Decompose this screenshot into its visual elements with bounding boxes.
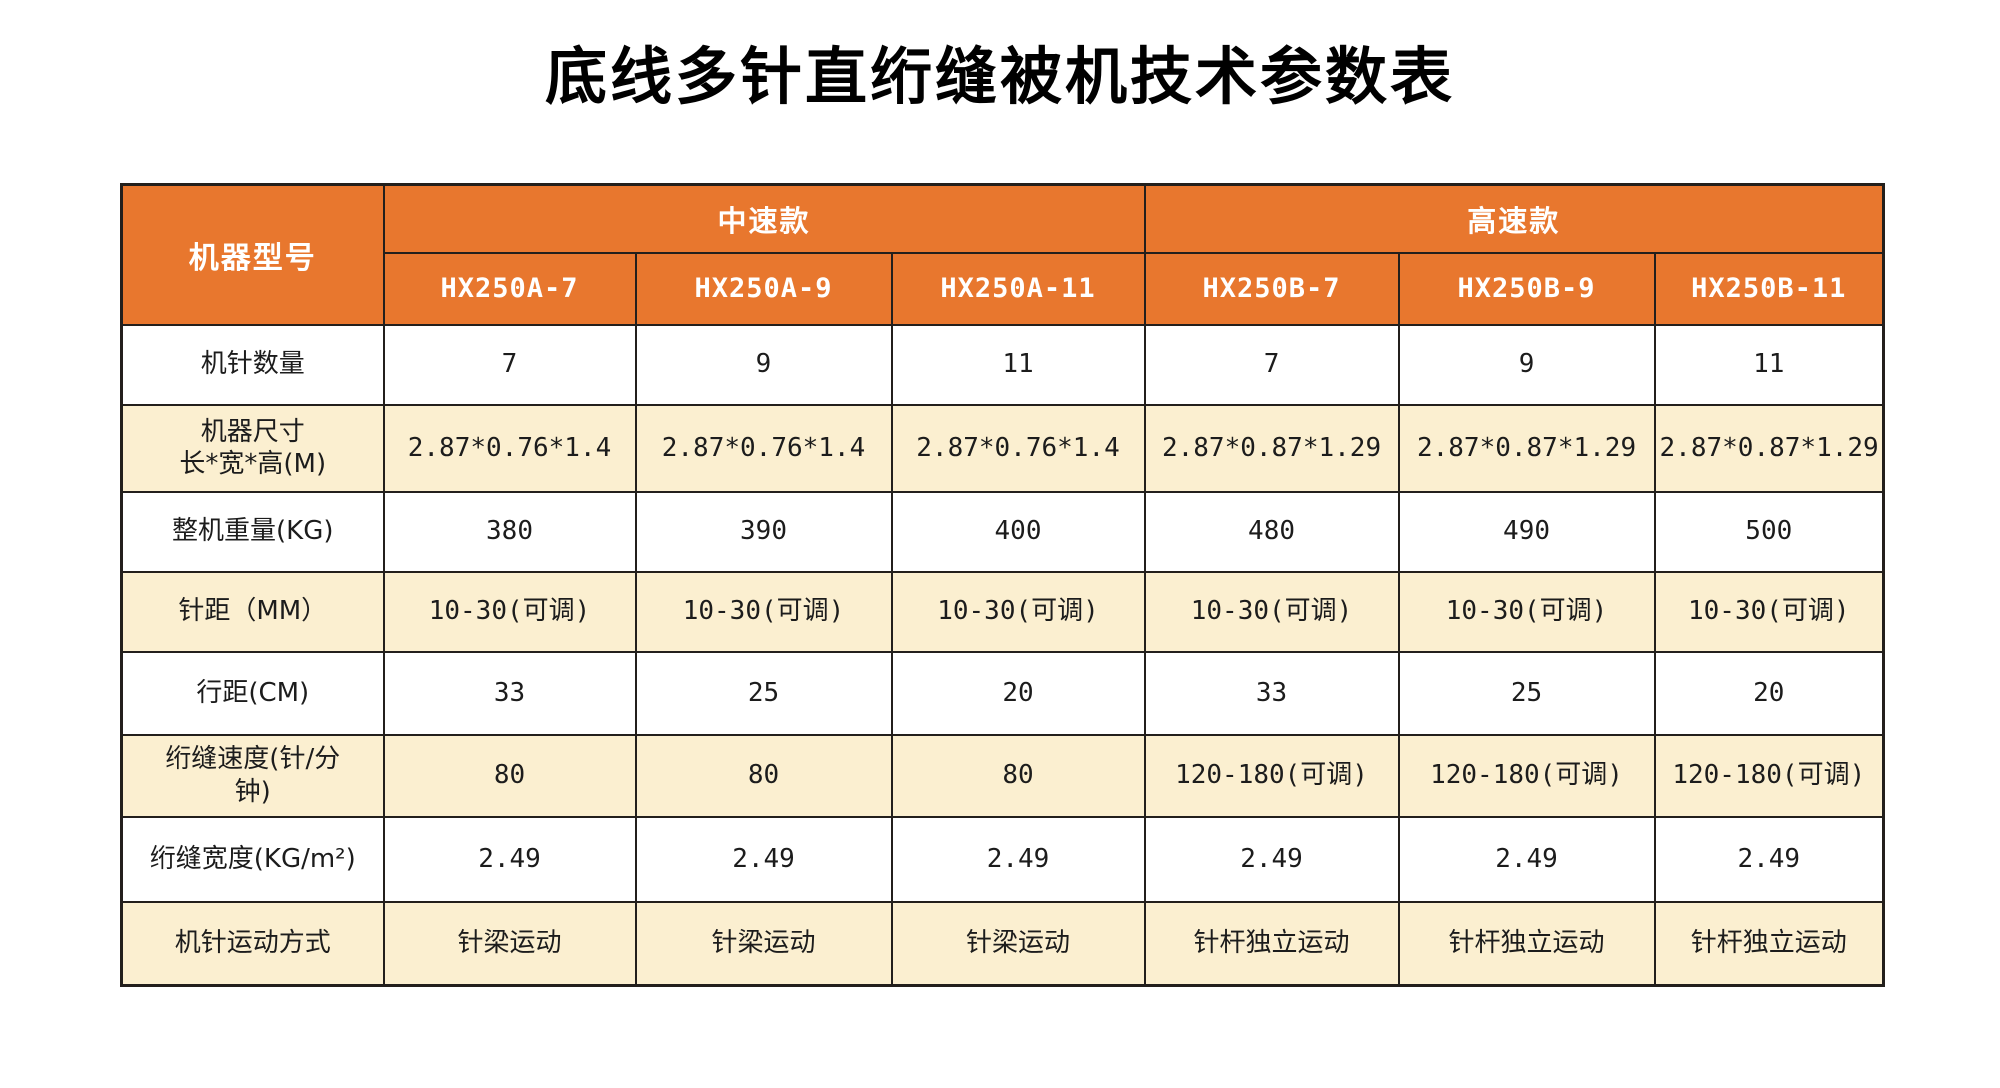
model-header-hx250a-11: HX250A-11	[890, 251, 1146, 326]
model-header-hx250a-9: HX250A-9	[634, 251, 893, 326]
cell-quilting-speed-hx250b-9: 120-180(可调)	[1397, 733, 1656, 818]
header-group-row: 机器型号 中速款 高速款	[120, 183, 1885, 326]
cell-quilting-speed-hx250b-7: 120-180(可调)	[1143, 733, 1400, 818]
cell-machine-size-hx250a-11: 2.87*0.76*1.4	[890, 403, 1146, 493]
cell-needle-pitch-hx250b-7: 10-30(可调)	[1143, 570, 1400, 653]
cell-machine-size-hx250b-11: 2.87*0.87*1.29	[1653, 403, 1885, 493]
row-label-quilting-width: 绗缝宽度(KG/m²)	[120, 815, 385, 903]
cell-needle-motion-hx250a-11: 针梁运动	[890, 900, 1146, 987]
cell-quilting-width-hx250b-7: 2.49	[1143, 815, 1400, 903]
model-header-hx250b-9: HX250B-9	[1397, 251, 1656, 326]
table-row-needle-motion: 机针运动方式 针梁运动 针梁运动 针梁运动 针杆独立运动 针杆独立运动 针杆独立…	[120, 900, 1885, 987]
cell-machine-size-hx250b-7: 2.87*0.87*1.29	[1143, 403, 1400, 493]
cell-quilting-width-hx250a-9: 2.49	[634, 815, 893, 903]
cell-needle-count-hx250a-9: 9	[634, 323, 893, 406]
row-label-quilting-speed: 绗缝速度(针/分 钟)	[120, 733, 385, 818]
table-row-quilting-width: 绗缝宽度(KG/m²) 2.49 2.49 2.49 2.49 2.49 2.4…	[120, 815, 1885, 903]
cell-row-spacing-hx250a-11: 20	[890, 650, 1146, 736]
cell-needle-motion-hx250a-7: 针梁运动	[382, 900, 637, 987]
cell-quilting-speed-hx250a-9: 80	[634, 733, 893, 818]
table-row-needle-pitch: 针距（MM） 10-30(可调) 10-30(可调) 10-30(可调) 10-…	[120, 570, 1885, 653]
cell-machine-weight-hx250b-11: 500	[1653, 490, 1885, 573]
table-row-row-spacing: 行距(CM) 33 25 20 33 25 20	[120, 650, 1885, 736]
cell-quilting-width-hx250b-11: 2.49	[1653, 815, 1885, 903]
cell-machine-size-hx250b-9: 2.87*0.87*1.29	[1397, 403, 1656, 493]
cell-machine-weight-hx250a-7: 380	[382, 490, 637, 573]
cell-quilting-speed-hx250a-7: 80	[382, 733, 637, 818]
header-model-row: HX250A-7 HX250A-9 HX250A-11 HX250B-7 HX2…	[122, 251, 1885, 326]
table-row-quilting-speed: 绗缝速度(针/分 钟) 80 80 80 120-180(可调) 120-180…	[120, 733, 1885, 818]
model-header-hx250a-7: HX250A-7	[382, 251, 637, 326]
cell-row-spacing-hx250b-7: 33	[1143, 650, 1400, 736]
cell-machine-size-hx250a-9: 2.87*0.76*1.4	[634, 403, 893, 493]
model-header-hx250b-7: HX250B-7	[1143, 251, 1400, 326]
row-label-machine-size: 机器尺寸 长*宽*高(M)	[120, 403, 385, 493]
model-header-hx250b-11: HX250B-11	[1653, 251, 1885, 326]
group-header-medium-speed: 中速款	[382, 183, 1146, 254]
cell-needle-motion-hx250a-9: 针梁运动	[634, 900, 893, 987]
table-row-needle-count: 机针数量 7 9 11 7 9 11	[120, 323, 1885, 406]
cell-machine-weight-hx250b-9: 490	[1397, 490, 1656, 573]
cell-machine-size-hx250a-7: 2.87*0.76*1.4	[382, 403, 637, 493]
cell-needle-pitch-hx250b-9: 10-30(可调)	[1397, 570, 1656, 653]
cell-needle-pitch-hx250a-11: 10-30(可调)	[890, 570, 1146, 653]
cell-quilting-width-hx250b-9: 2.49	[1397, 815, 1656, 903]
cell-needle-motion-hx250b-9: 针杆独立运动	[1397, 900, 1656, 987]
cell-row-spacing-hx250b-11: 20	[1653, 650, 1885, 736]
cell-needle-pitch-hx250a-9: 10-30(可调)	[634, 570, 893, 653]
cell-machine-weight-hx250a-11: 400	[890, 490, 1146, 573]
corner-header-machine-model: 机器型号	[120, 183, 385, 326]
cell-needle-count-hx250a-7: 7	[382, 323, 637, 406]
row-label-needle-pitch: 针距（MM）	[120, 570, 385, 653]
cell-needle-motion-hx250b-11: 针杆独立运动	[1653, 900, 1885, 987]
cell-row-spacing-hx250a-9: 25	[634, 650, 893, 736]
cell-row-spacing-hx250a-7: 33	[382, 650, 637, 736]
cell-quilting-width-hx250a-11: 2.49	[890, 815, 1146, 903]
cell-quilting-width-hx250a-7: 2.49	[382, 815, 637, 903]
table-row-machine-weight: 整机重量(KG) 380 390 400 480 490 500	[120, 490, 1885, 573]
cell-needle-count-hx250a-11: 11	[890, 323, 1146, 406]
cell-needle-count-hx250b-11: 11	[1653, 323, 1885, 406]
group-header-high-speed: 高速款	[1143, 183, 1885, 254]
cell-needle-count-hx250b-9: 9	[1397, 323, 1656, 406]
cell-quilting-speed-hx250b-11: 120-180(可调)	[1653, 733, 1885, 818]
cell-row-spacing-hx250b-9: 25	[1397, 650, 1656, 736]
cell-needle-pitch-hx250a-7: 10-30(可调)	[382, 570, 637, 653]
page-title: 底线多针直绗缝被机技术参数表	[544, 40, 1455, 113]
cell-machine-weight-hx250b-7: 480	[1143, 490, 1400, 573]
cell-needle-pitch-hx250b-11: 10-30(可调)	[1653, 570, 1885, 653]
row-label-row-spacing: 行距(CM)	[120, 650, 385, 736]
cell-machine-weight-hx250a-9: 390	[634, 490, 893, 573]
cell-quilting-speed-hx250a-11: 80	[890, 733, 1146, 818]
row-label-needle-count: 机针数量	[120, 323, 385, 406]
row-label-needle-motion: 机针运动方式	[120, 900, 385, 987]
cell-needle-motion-hx250b-7: 针杆独立运动	[1143, 900, 1400, 987]
row-label-machine-weight: 整机重量(KG)	[120, 490, 385, 573]
spec-table: 机器型号 中速款 高速款 HX250A-7 HX250A-9 HX250A-11…	[120, 183, 1886, 987]
cell-needle-count-hx250b-7: 7	[1143, 323, 1400, 406]
table-row-machine-size: 机器尺寸 长*宽*高(M) 2.87*0.76*1.4 2.87*0.76*1.…	[120, 403, 1885, 493]
